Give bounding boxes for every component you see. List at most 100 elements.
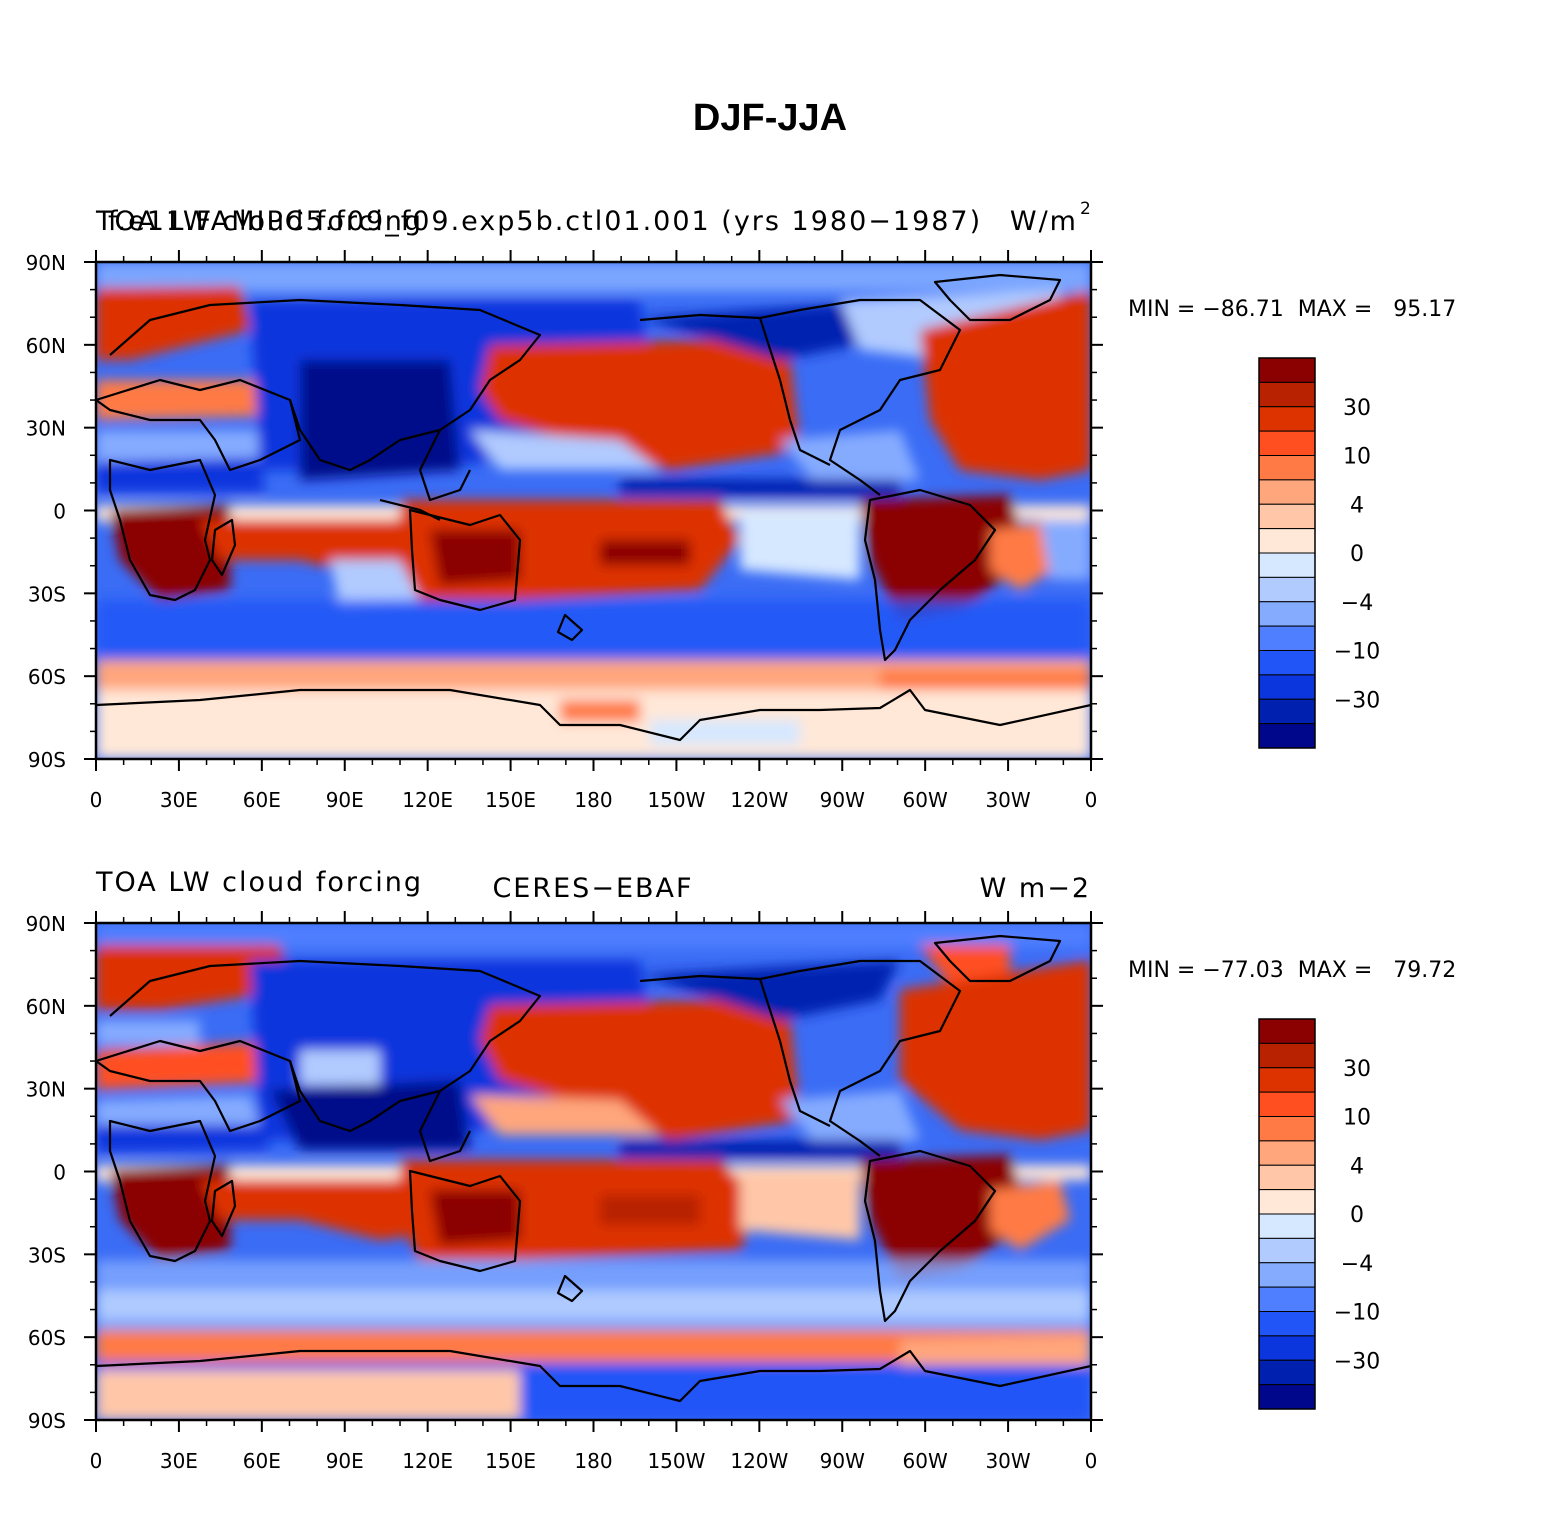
panel1-left-title-b: f.e11.FAMIPC5.f09_f09.exp5b.ctl01.001 (y… (108, 206, 982, 237)
panel2-y-tick-label: 0 (53, 1161, 66, 1185)
panel1-units: W/m (1010, 206, 1078, 237)
panel1-x-tick-label: 150W (647, 788, 705, 812)
panel1-colorbar-label: 0 (1350, 542, 1364, 567)
panel1-x-tick-label: 0 (1085, 788, 1098, 812)
panel2-x-tick-label: 180 (574, 1449, 612, 1473)
panel1-x-tick-label: 90E (326, 788, 364, 812)
panel1-colorbar-box (1258, 601, 1316, 627)
panel1-x-tick-label: 90W (820, 788, 865, 812)
panel1-colorbar-frame (1258, 357, 1316, 749)
panel1-y-tick-label: 0 (53, 500, 66, 524)
panel1-x-tick-label: 150E (485, 788, 536, 812)
panel2-x-tick-label: 90W (820, 1449, 865, 1473)
panel2-colorbar-box (1258, 1042, 1316, 1069)
panel2-colorbar-box (1258, 1286, 1316, 1312)
panel1-x-tick-label: 60E (243, 788, 281, 812)
panel1-colorbar-box (1258, 381, 1316, 408)
panel1-colorbar-box (1258, 503, 1316, 530)
panel1-colorbar-box (1258, 552, 1316, 578)
panel1-colorbar-box (1258, 674, 1316, 700)
panel2-colorbar-label: 0 (1350, 1203, 1364, 1228)
panel1-y-tick-label: 90S (28, 748, 66, 772)
panel1-x-tick-label: 180 (574, 788, 612, 812)
panel2-colorbar-label: −4 (1341, 1252, 1373, 1277)
panel2-colorbar-label: 10 (1343, 1106, 1371, 1131)
panel2-colorbar-box (1258, 1262, 1316, 1288)
panel1-colorbar-label: −10 (1334, 640, 1380, 665)
panel2-x-tick-label: 150W (647, 1449, 705, 1473)
panel2-colorbar: 30 10 4 0 −4 −10 −30 (1258, 1018, 1380, 1410)
panel2-x-tick-label: 30W (985, 1449, 1030, 1473)
panel2-x-tick-label: 0 (1085, 1449, 1098, 1473)
panel2-x-tick-label: 60E (243, 1449, 281, 1473)
panel2-y-tick-label: 90N (26, 912, 66, 936)
panel2-x-tick-label: 120W (730, 1449, 788, 1473)
panel2-x-tick-label: 30E (160, 1449, 198, 1473)
panel2-colorbar-label: −30 (1334, 1349, 1380, 1374)
panel2-y-tick-label: 90S (28, 1409, 66, 1433)
panel2-ticks: 0 30E 60E 90E 120E 150E 180 150W 120W 90W 60W 30W 09… (26, 911, 1103, 1473)
panel2-colorbar-box (1258, 1140, 1316, 1166)
panel1-x-tick-label: 30W (985, 788, 1030, 812)
panel2-colorbar-label: −10 (1334, 1301, 1380, 1326)
panel2-y-tick-label: 60S (28, 1326, 66, 1350)
panel1-colorbar: 30 10 4 0 −4 −10 −30 (1258, 357, 1380, 749)
panel2-colorbar-box (1258, 1359, 1316, 1386)
panel1-x-tick-label: 60W (903, 788, 948, 812)
panel1-units-superscript: 2 (1080, 199, 1091, 219)
panel2-y-tick-label: 30S (28, 1243, 66, 1267)
panel2-x-tick-label: 150E (485, 1449, 536, 1473)
panel1-colorbar-box (1258, 576, 1316, 603)
panel2-colorbar-box (1258, 1091, 1316, 1117)
panel2-colorbar-box (1258, 1335, 1316, 1361)
panel2-x-tick-label: 60W (903, 1449, 948, 1473)
panel1-y-tick-label: 30S (28, 582, 66, 606)
panel1-colorbar-box (1258, 479, 1316, 505)
panel2-y-tick-label: 60N (26, 995, 66, 1019)
panel1-colorbar-box (1258, 406, 1316, 432)
panel2-y-tick-label: 30N (26, 1078, 66, 1102)
panel2-colorbar-box (1258, 1384, 1316, 1410)
panel1-y-tick-label: 90N (26, 251, 66, 275)
panel1-colorbar-label: −30 (1334, 688, 1380, 713)
panel2-x-tick-label: 0 (90, 1449, 103, 1473)
panel1-colorbar-box (1258, 650, 1316, 676)
panel1-colorbar-box (1258, 455, 1316, 481)
panel-obs: TOA LW cloud forcing CERES−EBAF W m−2 (26, 867, 1457, 1473)
panel2-colorbar-label: 4 (1350, 1154, 1364, 1179)
panel2-left-title: TOA LW cloud forcing (95, 867, 423, 898)
panel1-y-tick-label: 30N (26, 417, 66, 441)
panel1-colorbar-label: −4 (1341, 591, 1373, 616)
panel2-units: W m−2 (980, 873, 1091, 904)
panel2-center-title: CERES−EBAF (492, 873, 693, 904)
panel-model: TOA LW cloud forcing f.e11.FAMIPC5.f09_f… (26, 199, 1457, 812)
panel2-colorbar-box (1258, 1237, 1316, 1264)
panel1-left-title-a: TOA LW cloud forcing (95, 206, 423, 237)
panel1-colorbar-box (1258, 357, 1316, 383)
panel1-colorbar-box (1258, 430, 1316, 456)
panel2-colorbar-box (1258, 1018, 1316, 1044)
panel2-x-tick-label: 90E (326, 1449, 364, 1473)
panel1-ticks: 0 30E 60E 90E 120E 150E 180 150W 120W 90W 60W 30W 09… (26, 250, 1103, 812)
panel1-colorbar-box (1258, 698, 1316, 725)
panel2-colorbar-box (1258, 1067, 1316, 1093)
panel1-colorbar-label: 4 (1350, 493, 1364, 518)
panel1-x-tick-label: 0 (90, 788, 103, 812)
panel1-y-tick-label: 60S (28, 665, 66, 689)
panel1-colorbar-label: 30 (1343, 396, 1371, 421)
panel1-contour-field (96, 262, 1091, 759)
panel2-colorbar-box (1258, 1189, 1316, 1215)
panel2-colorbar-box (1258, 1116, 1316, 1142)
panel2-min-max: MIN = −77.03 MAX = 79.72 (1128, 958, 1456, 983)
panel1-colorbar-box (1258, 528, 1316, 554)
panel1-colorbar-box (1258, 723, 1316, 749)
panel2-colorbar-box (1258, 1213, 1316, 1239)
panel1-colorbar-label: 10 (1343, 445, 1371, 470)
panel2-colorbar-box (1258, 1311, 1316, 1337)
panel1-y-tick-label: 60N (26, 334, 66, 358)
panel1-colorbar-box (1258, 625, 1316, 651)
panel2-colorbar-frame (1258, 1018, 1316, 1410)
panel2-contour-field (96, 923, 1091, 1420)
panel1-x-tick-label: 120W (730, 788, 788, 812)
